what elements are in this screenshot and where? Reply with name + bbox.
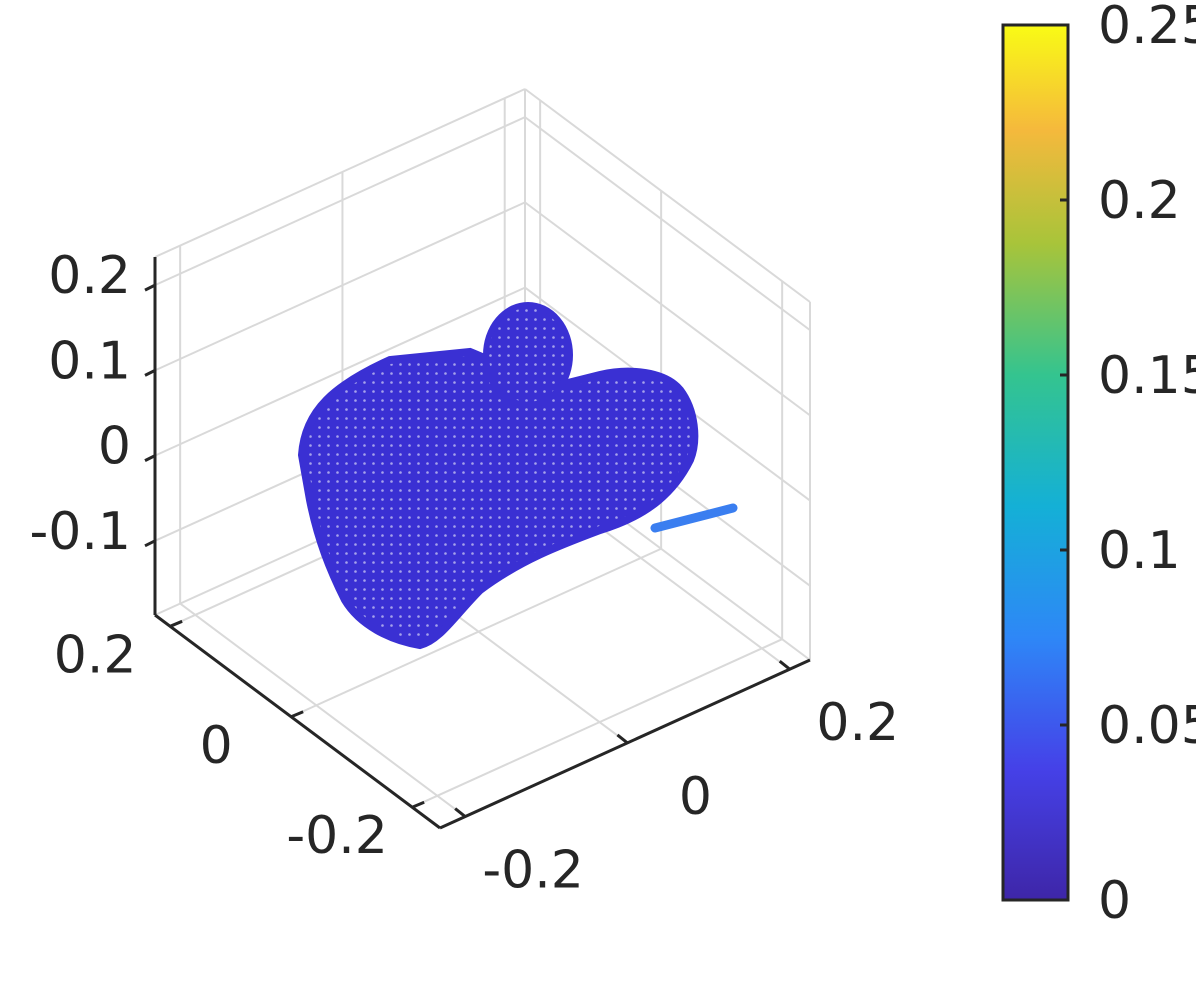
cloud-tail xyxy=(650,503,738,533)
tick-mark xyxy=(454,807,467,818)
grid-line xyxy=(524,201,811,417)
grid-line xyxy=(524,116,811,331)
box-edge xyxy=(154,88,526,258)
point-cloud xyxy=(297,302,738,650)
axes: -0.1 0 0.1 0.2 -0.2 0 0.2 -0.2 0 0.2 xyxy=(30,246,900,900)
z-tick-label: 0.1 xyxy=(48,331,131,391)
grid-line xyxy=(154,286,526,457)
z-tick-label: -0.1 xyxy=(30,502,131,562)
tick-mark xyxy=(144,454,156,462)
colorbar-tick-label: 0.25 xyxy=(1098,0,1196,56)
tick-mark xyxy=(144,539,156,548)
tick-mark xyxy=(290,710,304,719)
colorbar-tick-label: 0.05 xyxy=(1098,696,1196,756)
y-axis xyxy=(154,613,441,830)
cloud-knob xyxy=(483,302,573,408)
cloud-body xyxy=(297,347,699,650)
box-edge xyxy=(524,88,811,303)
y-tick-label: 0.2 xyxy=(54,625,137,685)
tick-mark xyxy=(411,800,425,809)
colorbar-tick-label: 0 xyxy=(1098,871,1131,931)
grid-line xyxy=(154,116,526,287)
z-tick-label: 0 xyxy=(98,417,131,477)
grid-line xyxy=(290,547,662,718)
y-tick-label: -0.2 xyxy=(286,806,387,866)
x-tick-label: 0 xyxy=(679,767,712,827)
tick-mark xyxy=(169,619,183,628)
tick-mark xyxy=(144,369,156,377)
grid-line xyxy=(154,201,526,372)
x-tick-label: 0.2 xyxy=(816,693,899,753)
colorbar-tick-label: 0.15 xyxy=(1098,346,1196,406)
tick-mark xyxy=(778,660,791,671)
colorbar-tick-label: 0.1 xyxy=(1098,521,1181,581)
tick-mark xyxy=(616,733,629,745)
grid-line xyxy=(179,602,466,818)
cloud-hole xyxy=(508,581,526,595)
colorbar xyxy=(1001,23,1070,902)
x-tick-label: -0.2 xyxy=(482,841,583,901)
y-tick-label: 0 xyxy=(200,716,233,776)
tick-mark xyxy=(144,283,156,292)
grid-line xyxy=(411,638,783,809)
colorbar-ticks: 0 0.05 0.1 0.15 0.2 0.25 xyxy=(1060,0,1196,931)
colorbar-tick-label: 0.2 xyxy=(1098,171,1181,231)
z-tick-label: 0.2 xyxy=(48,246,131,306)
x-axis xyxy=(439,658,811,830)
